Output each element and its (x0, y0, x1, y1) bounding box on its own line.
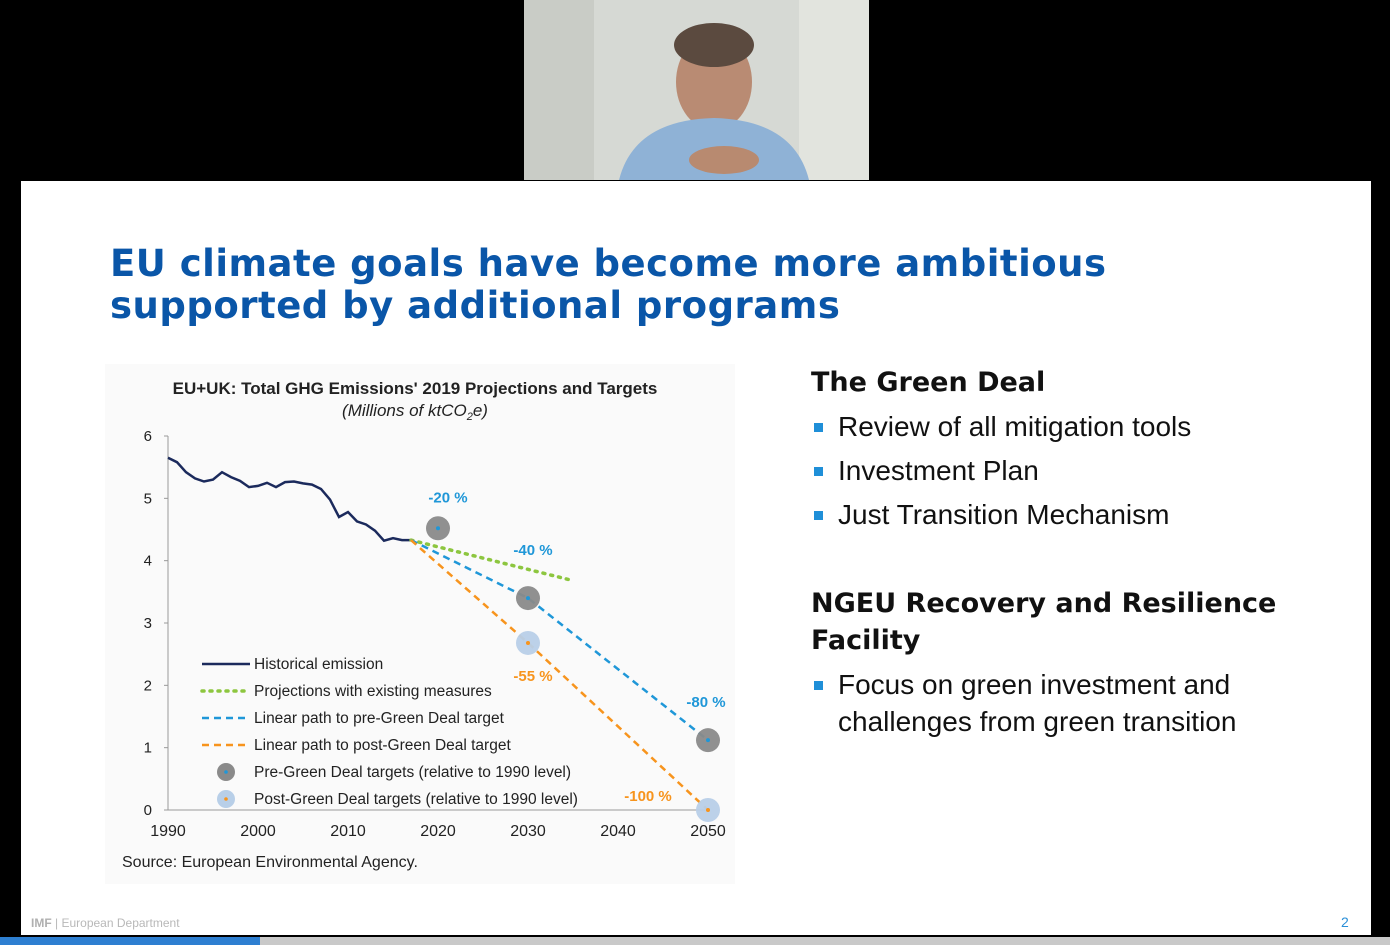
y-tick-label: 2 (144, 677, 152, 694)
chart-canvas: EU+UK: Total GHG Emissions' 2019 Project… (122, 379, 726, 871)
green-deal-bullet-list: Review of all mitigation tools Investmen… (811, 408, 1331, 533)
emissions-chart: EU+UK: Total GHG Emissions' 2019 Project… (105, 364, 735, 884)
legend-swatch-marker-dot (224, 770, 228, 774)
pre-target-marker-dot (436, 526, 440, 531)
presentation-progress-fill (0, 937, 260, 945)
slide-footer: IMF | European Department (31, 916, 180, 930)
chart-source: Source: European Environmental Agency. (122, 854, 418, 871)
bullet-item: Focus on green investment and challenges… (811, 666, 1331, 740)
chart-subtitle-prefix: (Millions of ktCO (342, 401, 467, 420)
x-tick-label: 1990 (150, 823, 186, 840)
chart-title: EU+UK: Total GHG Emissions' 2019 Project… (173, 379, 658, 398)
bullet-item: Review of all mitigation tools (811, 408, 1331, 445)
x-tick-label: 2030 (510, 823, 546, 840)
y-tick-label: 0 (144, 802, 152, 819)
ngeu-bullet-list: Focus on green investment and challenges… (811, 666, 1331, 740)
bullet-item: Just Transition Mechanism (811, 496, 1331, 533)
presentation-progress-bar[interactable] (0, 937, 1390, 945)
pre-target-data-label: -20 % (428, 489, 467, 506)
x-tick-label: 2020 (420, 823, 456, 840)
bullet-text: Just Transition Mechanism (838, 499, 1170, 530)
footer-department: European Department (61, 916, 180, 930)
bullet-square-icon (814, 681, 823, 690)
bullet-square-icon (814, 467, 823, 476)
pre-target-data-label: -40 % (513, 542, 552, 559)
post-target-marker-dot (526, 640, 530, 645)
bullet-text: Investment Plan (838, 455, 1039, 486)
chart-series-lines (167, 456, 709, 811)
legend-entry-label: Projections with existing measures (254, 683, 492, 700)
footer-separator: | (55, 916, 59, 930)
right-text-column: The Green Deal Review of all mitigation … (811, 364, 1331, 740)
series-line-3 (410, 539, 709, 811)
chart-axes: 0 1 2 3 4 5 6 1990 2000 2010 2020 2030 2040 2050 (144, 428, 726, 840)
legend-entry-label: Linear path to post-Green Deal target (254, 737, 511, 754)
y-tick-label: 4 (144, 553, 152, 570)
post-target-data-label: -55 % (513, 668, 552, 685)
y-tick-label: 1 (144, 740, 152, 757)
post-target-data-label: -100 % (624, 788, 672, 805)
slide-page-number: 2 (1341, 914, 1349, 930)
legend-entry-label: Post-Green Deal targets (relative to 199… (254, 791, 578, 808)
footer-org-logo: IMF (31, 916, 52, 930)
presenter-video-feed (524, 0, 869, 180)
chart-subtitle-suffix: e) (473, 401, 488, 420)
legend-entry-label: Pre-Green Deal targets (relative to 1990… (254, 764, 571, 781)
x-tick-label: 2010 (330, 823, 366, 840)
pre-target-data-label: -80 % (686, 694, 725, 711)
chart-subtitle-subscript: 2 (466, 411, 473, 423)
webcam-video-tile (524, 0, 869, 180)
x-tick-label: 2050 (690, 823, 726, 840)
y-tick-label: 5 (144, 490, 152, 507)
bullet-text: Review of all mitigation tools (838, 411, 1192, 442)
x-tick-label: 2000 (240, 823, 276, 840)
presentation-slide: EU climate goals have become more ambiti… (21, 181, 1371, 935)
bullet-square-icon (814, 423, 823, 432)
pre-target-marker-dot (706, 738, 710, 743)
slide-title: EU climate goals have become more ambiti… (110, 242, 1107, 327)
ngeu-heading: NGEU Recovery and Resilience Facility (811, 588, 1277, 656)
chart-subtitle: (Millions of ktCO2e) (342, 401, 488, 423)
pre-target-marker-dot (526, 596, 530, 601)
y-tick-label: 3 (144, 615, 152, 632)
chart-target-markers: -20 % -40 % -80 % -55 % -100 % (426, 489, 726, 822)
legend-entry-label: Historical emission (254, 656, 383, 673)
bullet-text: Focus on green investment and challenges… (838, 669, 1237, 737)
y-tick-label: 6 (144, 428, 152, 445)
green-deal-heading: The Green Deal (811, 367, 1046, 398)
x-tick-label: 2040 (600, 823, 636, 840)
legend-entry-label: Linear path to pre-Green Deal target (254, 710, 505, 727)
post-target-marker-dot (706, 808, 710, 812)
series-line-1 (409, 538, 575, 583)
chart-legend: Historical emission Projections with exis… (200, 656, 578, 808)
bullet-square-icon (814, 511, 823, 520)
bullet-item: Investment Plan (811, 452, 1331, 489)
series-line-0 (167, 456, 411, 543)
legend-swatch-marker-dot (224, 797, 228, 801)
